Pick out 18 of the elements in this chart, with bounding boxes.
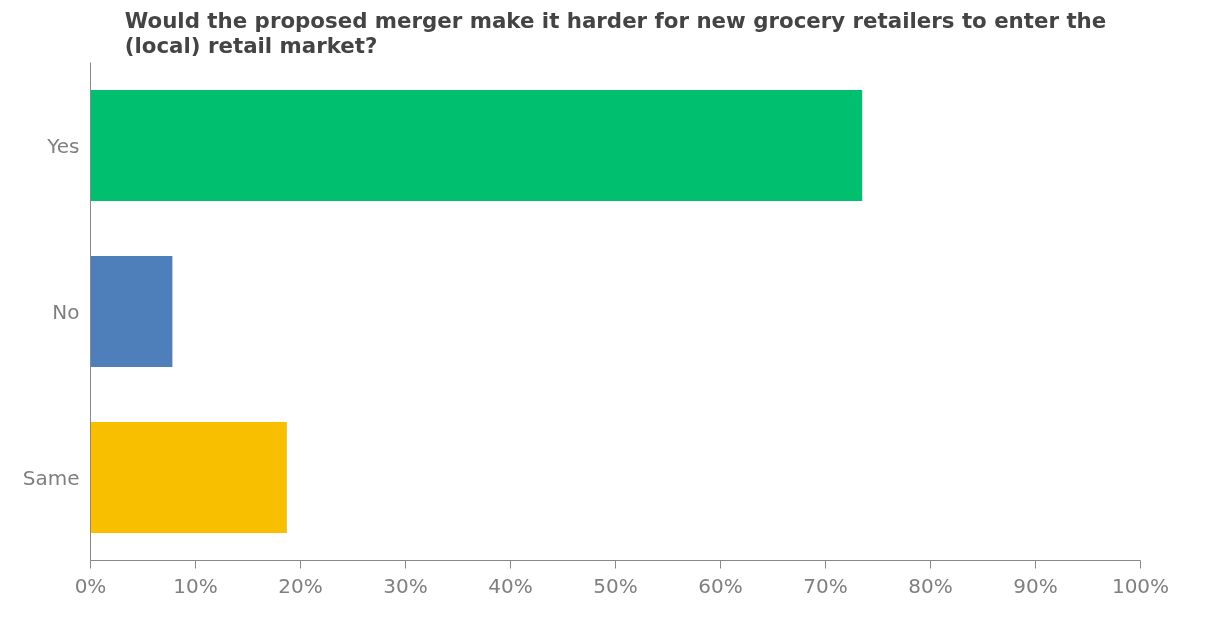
x-tick-label: 0% [74,573,107,598]
x-tick-label: 30% [383,573,428,598]
bar [90,255,173,368]
x-tick-label: 50% [593,573,638,598]
bar [90,421,287,534]
x-tick-label: 10% [173,573,218,598]
x-tick-label: 90% [1013,573,1058,598]
y-tick-label: No [52,299,80,324]
y-tick-label: Same [22,465,80,490]
x-tick-label: 20% [278,573,323,598]
x-tick-label: 40% [488,573,533,598]
x-tick-label: 70% [803,573,848,598]
x-tick-label: 60% [698,573,743,598]
chart-title: Would the proposed merger make it harder for new grocery retailers to enter the (local) retail market? [124,7,1107,58]
y-tick-label: Yes [46,133,80,158]
bar [90,89,863,202]
x-tick-label: 80% [908,573,953,598]
x-tick-label: 100% [1111,573,1170,598]
